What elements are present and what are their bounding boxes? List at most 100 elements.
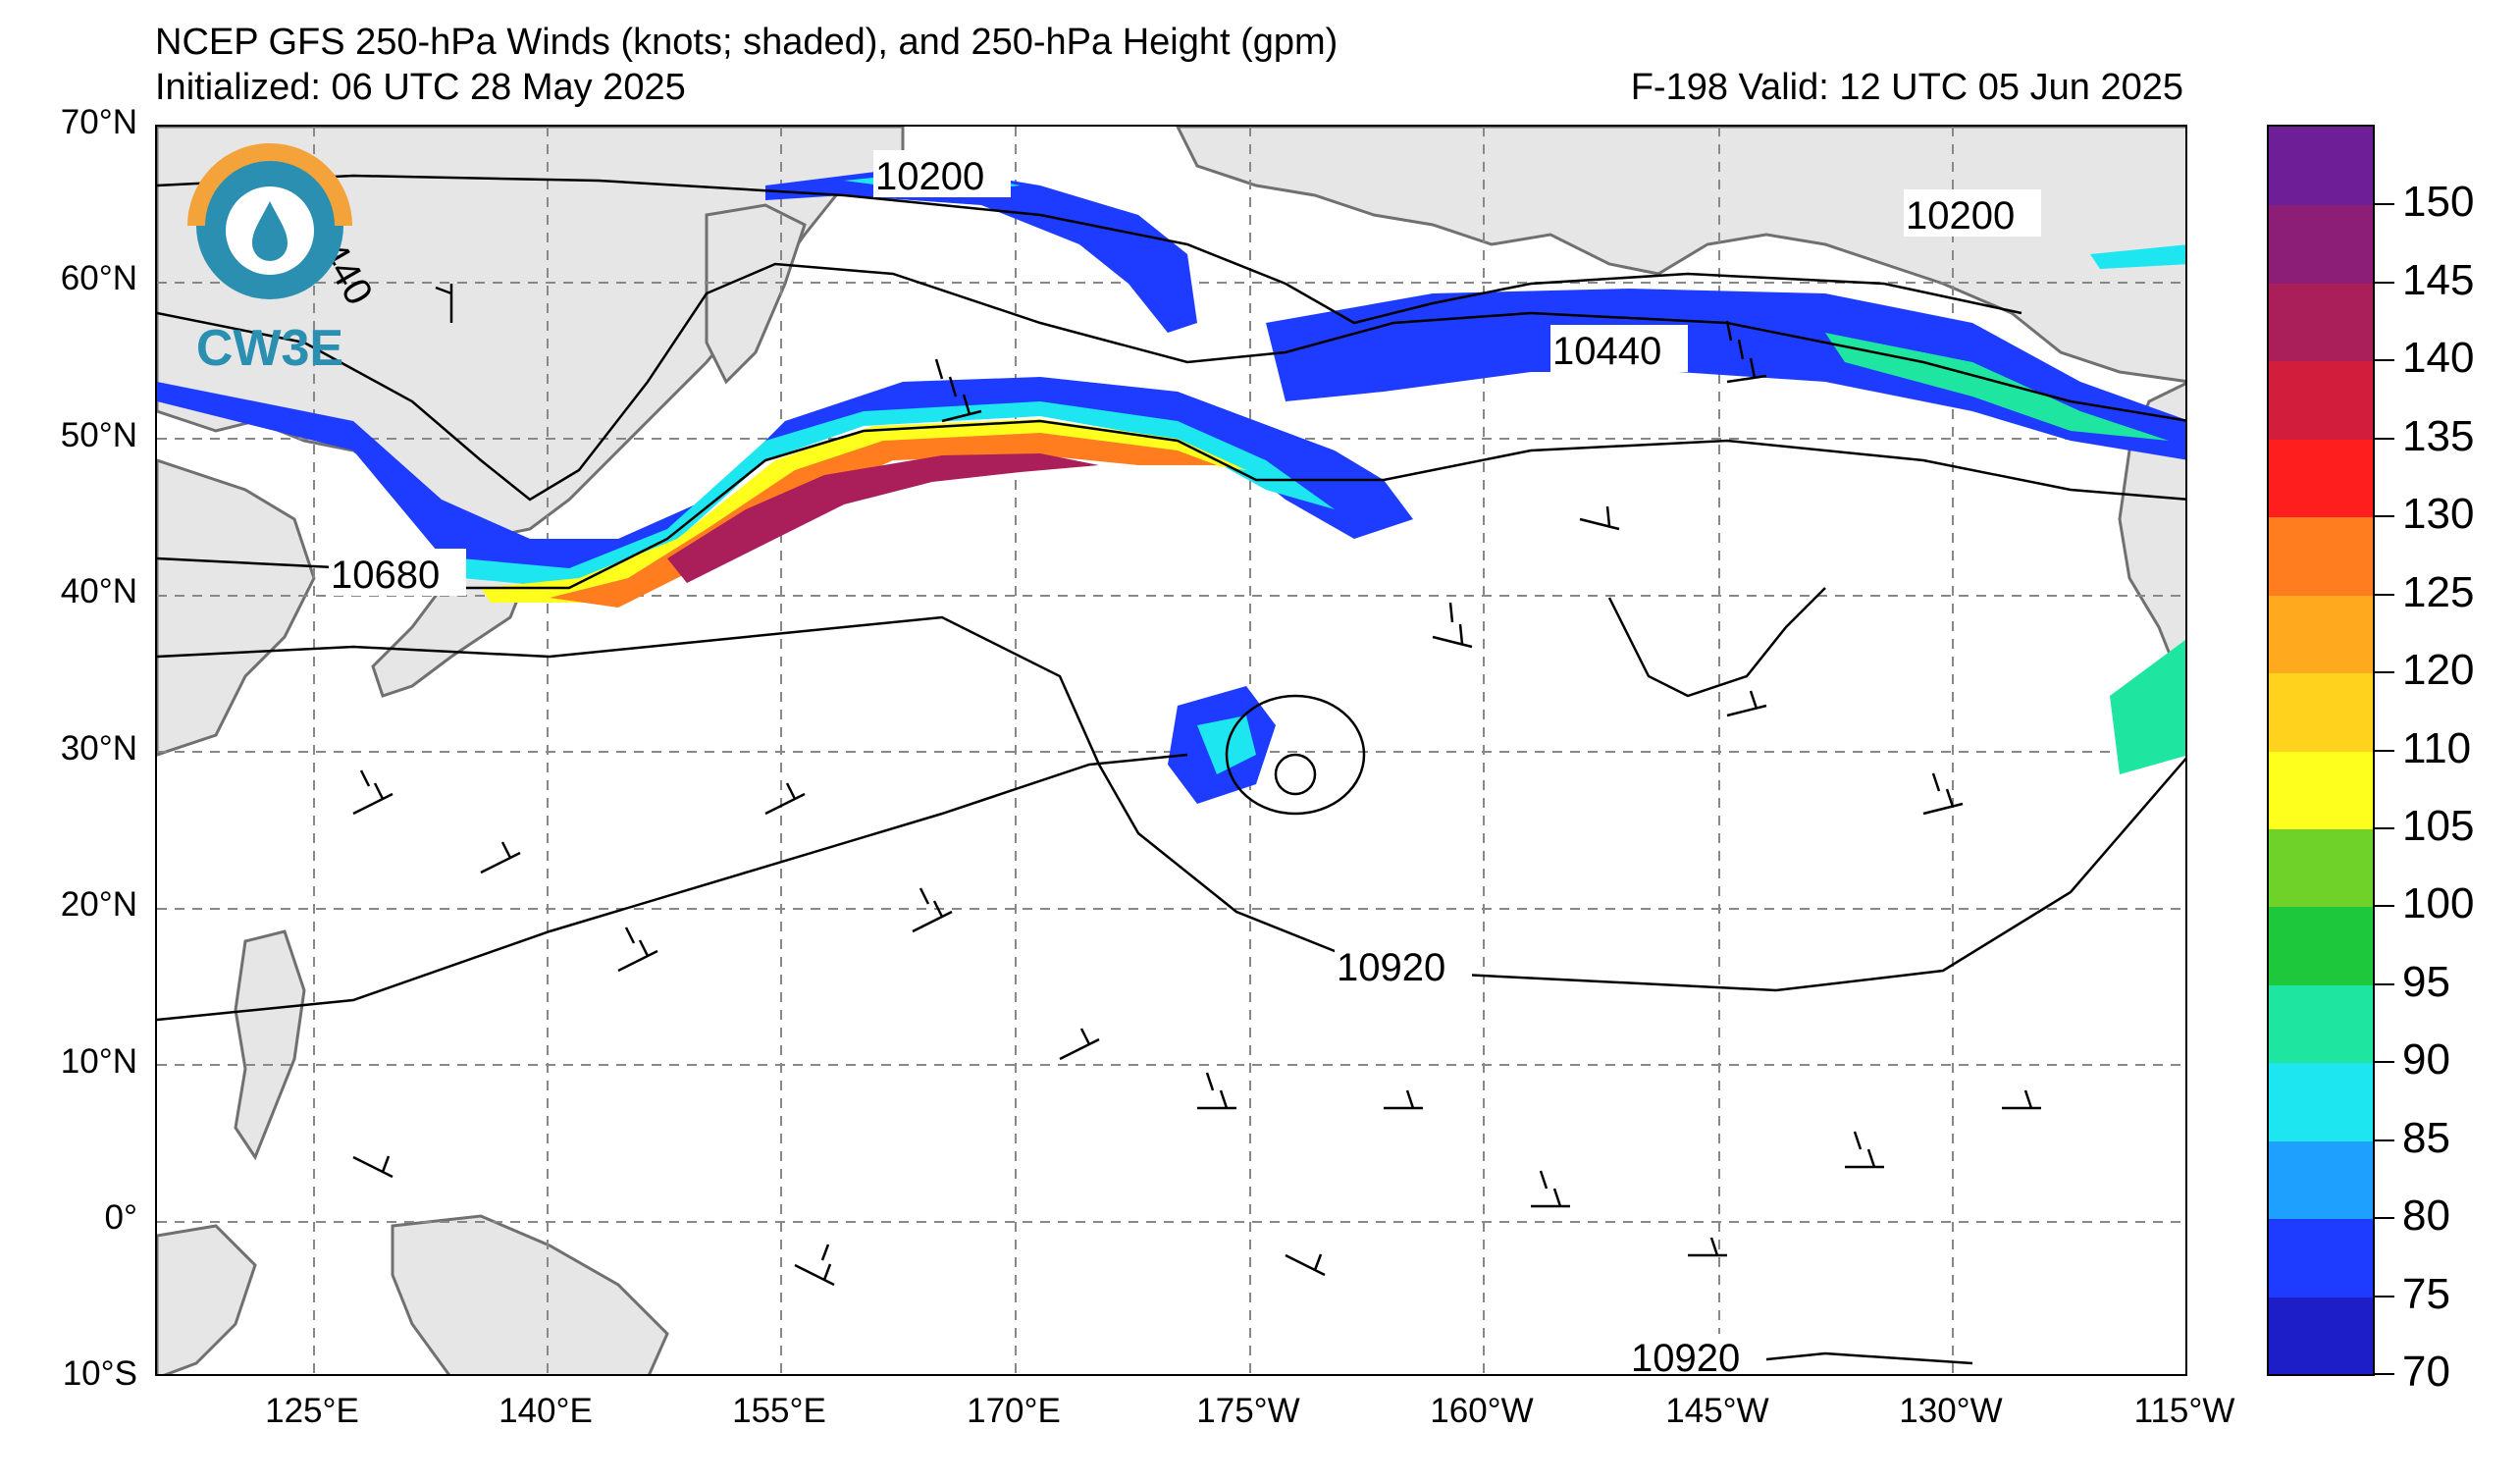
lat-label-60n: 60°N xyxy=(60,259,137,297)
map-panel: 10200 10200 10440 10440 10680 10920 1092… xyxy=(155,125,2187,1376)
colorbar-segment xyxy=(2269,827,2373,908)
contour-label-10200-west: 10200 xyxy=(875,155,984,198)
colorbar-segment xyxy=(2269,282,2373,362)
wind-barb xyxy=(1432,602,1473,649)
jet-ne-patch xyxy=(2090,244,2185,269)
wind-barb xyxy=(1725,320,1767,384)
colorbar-segment xyxy=(2269,672,2373,752)
contour-east-loop xyxy=(1607,587,1826,698)
wind-speed-colorbar xyxy=(2267,125,2375,1376)
jet-core-pacific-85kt xyxy=(461,401,1335,588)
valid-time: F-198 Valid: 12 UTC 05 Jun 2025 xyxy=(1630,67,2183,108)
wind-barbs xyxy=(352,284,2041,1287)
lon-label-170e: 170°E xyxy=(967,1392,1061,1430)
lat-label-70n: 70°N xyxy=(60,103,137,141)
land-china-east xyxy=(157,458,316,757)
lon-label-140e: 140°E xyxy=(499,1392,593,1430)
colorbar-tick xyxy=(2375,593,2394,596)
colorbar-tick xyxy=(2375,1217,2394,1220)
contour-10680 xyxy=(157,419,2185,590)
land-philippines xyxy=(234,929,306,1161)
colorbar-segment xyxy=(2269,1062,2373,1141)
wind-barb xyxy=(764,782,806,816)
wind-barb xyxy=(1845,1131,1884,1169)
jet-east-edge xyxy=(2110,639,2185,774)
lat-label-20n: 20°N xyxy=(60,885,137,924)
contour-label-10920-mid: 10920 xyxy=(1337,946,1445,989)
lon-label-175w: 175°W xyxy=(1196,1392,1300,1430)
contour-label-10920-south: 10920 xyxy=(1631,1337,1740,1376)
wind-barb xyxy=(1197,1072,1236,1110)
wind-barb xyxy=(617,927,658,973)
lat-label-50n: 50°N xyxy=(60,416,137,454)
colorbar-label: 100 xyxy=(2402,879,2475,928)
wind-barb xyxy=(1726,690,1767,717)
contour-10920-south xyxy=(157,615,2185,992)
lat-label-30n: 30°N xyxy=(60,729,137,768)
contour-10920-west xyxy=(157,753,1188,1022)
colorbar-label: 145 xyxy=(2402,255,2475,304)
colorbar-label: 85 xyxy=(2402,1113,2450,1162)
colorbar-segment xyxy=(2269,516,2373,596)
colorbar-segment xyxy=(2269,204,2373,284)
wind-barb xyxy=(1922,772,1964,816)
colorbar-tick xyxy=(2375,1061,2394,1064)
wind-barb xyxy=(2002,1089,2041,1110)
colorbar-segment xyxy=(2269,906,2373,985)
wind-barb xyxy=(1579,505,1620,531)
lon-label-130w: 130°W xyxy=(1899,1392,2003,1430)
lon-label-115w: 115°W xyxy=(2133,1392,2235,1430)
colorbar-tick xyxy=(2375,905,2394,908)
colorbar-tick xyxy=(2375,1295,2394,1298)
map-canvas: 10200 10200 10440 10440 10680 10920 1092… xyxy=(157,127,2185,1376)
contour-label-10680: 10680 xyxy=(331,554,440,597)
colorbar-tick xyxy=(2375,1373,2394,1375)
height-contours xyxy=(157,174,2185,1374)
lat-label-10n: 10°N xyxy=(60,1042,137,1081)
colorbar-tick xyxy=(2375,826,2394,829)
colorbar-label: 130 xyxy=(2402,490,2475,539)
jet-north-branch-70kt xyxy=(1266,289,2185,460)
colorbar-label: 105 xyxy=(2402,801,2475,850)
contour-cutoff-ring xyxy=(1225,694,1366,816)
logo-text: CW3E xyxy=(196,320,343,377)
wind-barb xyxy=(1285,1253,1326,1277)
colorbar-segment xyxy=(2269,594,2373,674)
jet-bering-70kt xyxy=(765,166,1197,333)
wind-barb xyxy=(794,1244,835,1287)
wind-barb xyxy=(912,887,953,933)
colorbar-label: 80 xyxy=(2402,1192,2450,1241)
land-kamchatka xyxy=(705,203,807,385)
colorbar-segment xyxy=(2269,1218,2373,1298)
colorbar-label: 95 xyxy=(2402,957,2450,1006)
colorbar-label: 90 xyxy=(2402,1035,2450,1085)
colorbar-label: 135 xyxy=(2402,411,2475,460)
wind-barb xyxy=(352,769,394,816)
colorbar-tick xyxy=(2375,671,2394,674)
colorbar-tick xyxy=(2375,203,2394,206)
colorbar-label: 110 xyxy=(2402,723,2472,772)
colorbar-tick xyxy=(2375,982,2394,985)
colorbar-tick xyxy=(2375,749,2394,752)
colorbar-label: 120 xyxy=(2402,646,2475,695)
wind-barb xyxy=(435,284,453,323)
cw3e-logo-icon: CW3E xyxy=(187,143,352,377)
colorbar-tick xyxy=(2375,437,2394,440)
wind-barb xyxy=(1384,1089,1423,1110)
land-new-guinea xyxy=(391,1214,669,1374)
wind-barb xyxy=(480,841,521,874)
colorbar-label: 75 xyxy=(2402,1269,2450,1318)
wind-barb xyxy=(934,358,982,423)
lon-label-125e: 125°E xyxy=(265,1392,359,1430)
wind-barb xyxy=(1059,1028,1100,1061)
land-indonesia xyxy=(157,1224,257,1374)
contour-label-10440: 10440 xyxy=(1552,330,1661,373)
colorbar-label: 150 xyxy=(2402,178,2475,227)
jet-core-pacific-140kt xyxy=(667,453,1099,583)
wind-barb xyxy=(1531,1170,1570,1208)
lat-label-10s: 10°S xyxy=(62,1354,137,1393)
lat-label-40n: 40°N xyxy=(60,572,137,610)
colorbar-tick xyxy=(2375,281,2394,284)
colorbar-segment xyxy=(2269,1139,2373,1220)
colorbar-label: 70 xyxy=(2402,1348,2450,1396)
